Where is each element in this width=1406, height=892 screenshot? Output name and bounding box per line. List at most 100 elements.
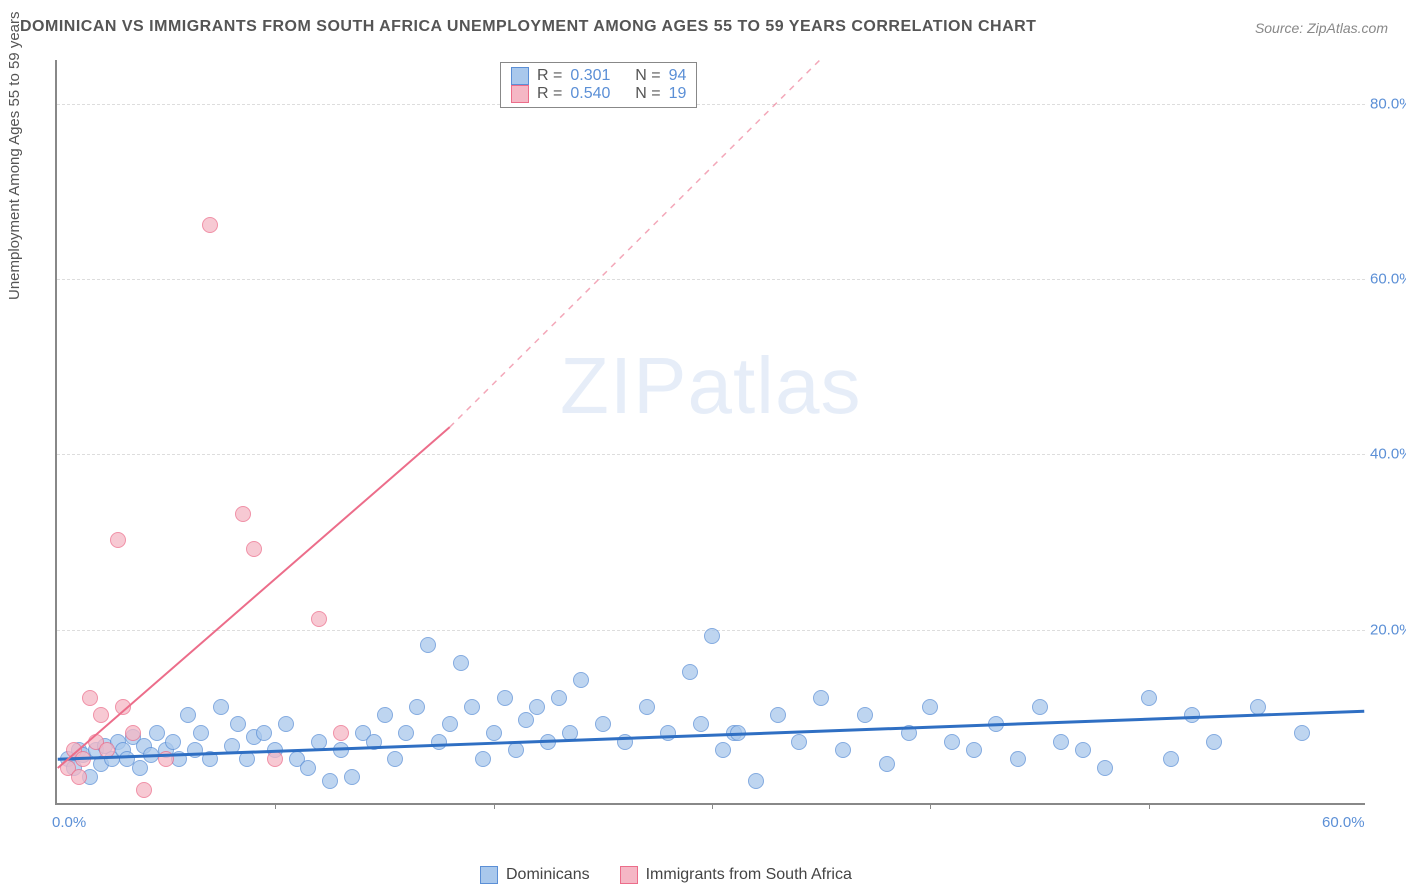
n-label: N =	[635, 67, 660, 85]
series-legend: Dominicans Immigrants from South Africa	[480, 866, 852, 884]
scatter-point	[387, 751, 403, 767]
gridline	[57, 279, 1365, 280]
scatter-point	[267, 751, 283, 767]
scatter-point	[1053, 734, 1069, 750]
scatter-point	[300, 760, 316, 776]
scatter-point	[180, 707, 196, 723]
scatter-point	[420, 637, 436, 653]
legend-item: Immigrants from South Africa	[620, 866, 852, 884]
scatter-point	[202, 751, 218, 767]
scatter-point	[149, 725, 165, 741]
scatter-point	[693, 716, 709, 732]
scatter-point	[453, 655, 469, 671]
scatter-point	[213, 699, 229, 715]
scatter-point	[1032, 699, 1048, 715]
scatter-point	[311, 611, 327, 627]
r-label: R =	[537, 67, 562, 85]
scatter-point	[540, 734, 556, 750]
scatter-point	[110, 532, 126, 548]
scatter-point	[497, 690, 513, 706]
scatter-point	[704, 628, 720, 644]
scatter-point	[573, 672, 589, 688]
scatter-point	[715, 742, 731, 758]
scatter-point	[125, 725, 141, 741]
legend-label: Dominicans	[506, 866, 590, 884]
scatter-point	[1075, 742, 1091, 758]
legend-row: R = 0.540 N = 19	[511, 85, 686, 103]
scatter-point	[508, 742, 524, 758]
scatter-point	[988, 716, 1004, 732]
scatter-point	[682, 664, 698, 680]
scatter-point	[230, 716, 246, 732]
x-tick-mark	[275, 803, 276, 809]
scatter-point	[256, 725, 272, 741]
scatter-point	[333, 742, 349, 758]
scatter-point	[730, 725, 746, 741]
scatter-point	[115, 699, 131, 715]
scatter-point	[442, 716, 458, 732]
scatter-point	[398, 725, 414, 741]
scatter-point	[202, 217, 218, 233]
scatter-point	[82, 690, 98, 706]
scatter-point	[879, 756, 895, 772]
scatter-point	[835, 742, 851, 758]
x-tick-mark	[712, 803, 713, 809]
trend-lines	[57, 60, 1365, 803]
scatter-point	[333, 725, 349, 741]
gridline	[57, 104, 1365, 105]
scatter-point	[475, 751, 491, 767]
y-tick-label: 20.0%	[1370, 621, 1406, 638]
scatter-point	[595, 716, 611, 732]
legend-swatch	[620, 866, 638, 884]
scatter-point	[165, 734, 181, 750]
scatter-plot: 20.0%40.0%60.0%80.0%0.0%60.0%	[55, 60, 1365, 805]
correlation-legend: R = 0.301 N = 94R = 0.540 N = 19	[500, 62, 697, 108]
scatter-point	[1163, 751, 1179, 767]
scatter-point	[813, 690, 829, 706]
legend-label: Immigrants from South Africa	[646, 866, 852, 884]
r-value: 0.301	[570, 67, 610, 85]
scatter-point	[93, 707, 109, 723]
scatter-point	[1097, 760, 1113, 776]
scatter-point	[660, 725, 676, 741]
y-tick-label: 40.0%	[1370, 446, 1406, 463]
scatter-point	[235, 506, 251, 522]
scatter-point	[1250, 699, 1266, 715]
scatter-point	[529, 699, 545, 715]
scatter-point	[187, 742, 203, 758]
scatter-point	[770, 707, 786, 723]
scatter-point	[617, 734, 633, 750]
y-axis-label: Unemployment Among Ages 55 to 59 years	[6, 11, 23, 300]
scatter-point	[1141, 690, 1157, 706]
scatter-point	[377, 707, 393, 723]
scatter-point	[99, 742, 115, 758]
scatter-point	[748, 773, 764, 789]
scatter-point	[224, 738, 240, 754]
scatter-point	[193, 725, 209, 741]
x-tick-mark	[930, 803, 931, 809]
scatter-point	[311, 734, 327, 750]
legend-row: R = 0.301 N = 94	[511, 67, 686, 85]
legend-item: Dominicans	[480, 866, 590, 884]
scatter-point	[136, 782, 152, 798]
scatter-point	[239, 751, 255, 767]
legend-swatch	[511, 67, 529, 85]
scatter-point	[75, 751, 91, 767]
scatter-point	[901, 725, 917, 741]
n-value: 19	[669, 85, 687, 103]
x-tick-mark	[1149, 803, 1150, 809]
scatter-point	[1294, 725, 1310, 741]
scatter-point	[71, 769, 87, 785]
scatter-point	[246, 541, 262, 557]
scatter-point	[966, 742, 982, 758]
scatter-point	[158, 751, 174, 767]
y-tick-label: 60.0%	[1370, 271, 1406, 288]
legend-swatch	[511, 85, 529, 103]
r-label: R =	[537, 85, 562, 103]
scatter-point	[639, 699, 655, 715]
chart-title: DOMINICAN VS IMMIGRANTS FROM SOUTH AFRIC…	[20, 18, 1036, 36]
legend-swatch	[480, 866, 498, 884]
gridline	[57, 454, 1365, 455]
source-citation: Source: ZipAtlas.com	[1255, 20, 1388, 36]
n-value: 94	[669, 67, 687, 85]
